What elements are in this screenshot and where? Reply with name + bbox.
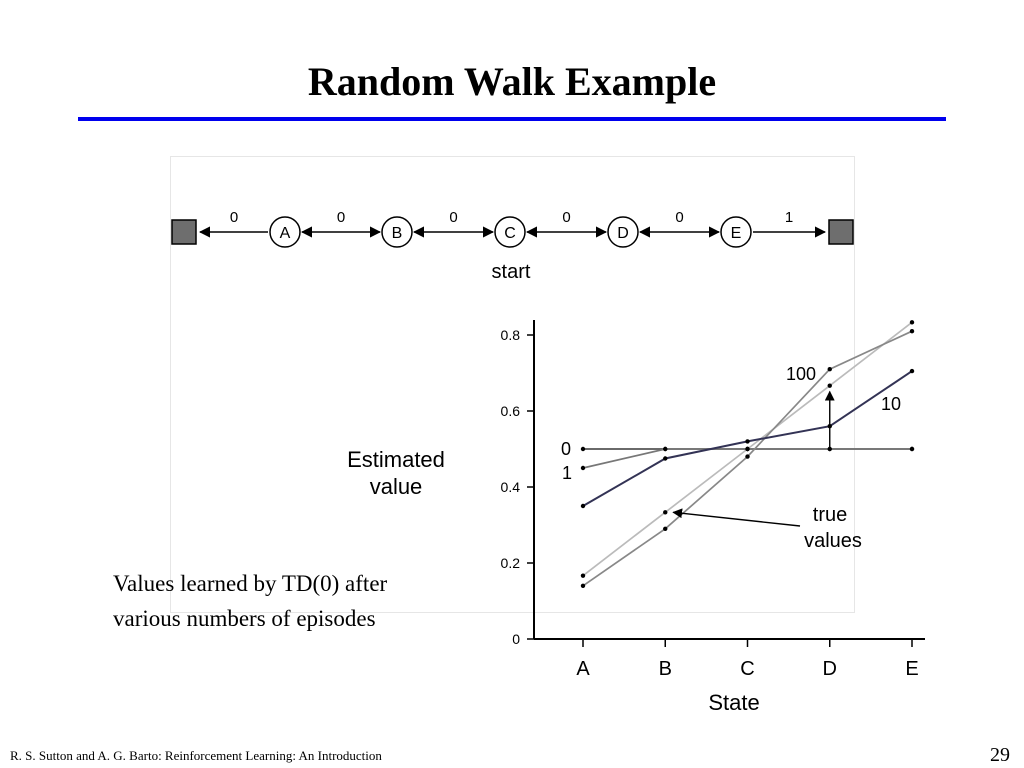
state-node bbox=[720, 216, 752, 248]
reward-label: 1 bbox=[785, 209, 793, 226]
x-axis-label: State bbox=[708, 690, 759, 715]
data-point bbox=[827, 367, 832, 372]
data-point bbox=[663, 526, 668, 531]
data-point bbox=[745, 454, 750, 459]
data-point bbox=[827, 446, 832, 452]
state-node-label: C bbox=[504, 225, 516, 242]
state-node-label: D bbox=[617, 225, 629, 242]
figure-frame bbox=[170, 156, 855, 613]
x-tick-label: E bbox=[905, 658, 918, 680]
x-tick-label: D bbox=[823, 658, 837, 680]
y-axis-label-line1: Estimated bbox=[347, 447, 445, 472]
series-label-0: 0 bbox=[561, 439, 571, 459]
data-point bbox=[580, 446, 586, 452]
y-axis-label-line2: value bbox=[370, 474, 423, 499]
page-number: 29 bbox=[990, 744, 1010, 766]
true-values-label-line1: true bbox=[813, 504, 847, 526]
state-node bbox=[607, 216, 639, 248]
reward-label: 0 bbox=[675, 209, 683, 226]
caption-line-1: Values learned by TD(0) after bbox=[113, 571, 388, 596]
x-tick-label: C bbox=[740, 658, 754, 680]
data-point bbox=[745, 446, 750, 452]
state-node-label: B bbox=[392, 225, 403, 242]
y-tick-label: 0 bbox=[512, 631, 520, 647]
data-point bbox=[827, 383, 832, 388]
random-walk-diagram: 0 0 0 0 0 1 A B C D E bbox=[171, 209, 854, 248]
footer-citation: R. S. Sutton and A. G. Barto: Reinforcem… bbox=[10, 748, 382, 763]
y-tick-label: 0.8 bbox=[501, 327, 521, 343]
y-tick-label: 0.6 bbox=[501, 403, 521, 419]
state-node bbox=[269, 216, 301, 248]
slide-title: Random Walk Example bbox=[307, 59, 717, 104]
reward-label: 0 bbox=[562, 209, 570, 226]
start-label: start bbox=[492, 261, 531, 283]
series-label-1: 1 bbox=[562, 463, 572, 483]
caption: Values learned by TD(0) after various nu… bbox=[113, 566, 493, 636]
data-point bbox=[580, 573, 586, 578]
data-point bbox=[909, 320, 915, 325]
chart: 0 0.2 0.4 0.6 0.8 A B C D E 0 1 10 100 bbox=[501, 320, 925, 680]
series-label-100: 100 bbox=[786, 364, 816, 384]
caption-line-2: various numbers of episodes bbox=[113, 606, 376, 631]
data-point bbox=[663, 446, 668, 452]
reward-label: 0 bbox=[449, 209, 457, 226]
terminal-right bbox=[828, 219, 854, 245]
data-point bbox=[663, 456, 668, 461]
terminal-left bbox=[171, 219, 197, 245]
data-point bbox=[580, 465, 586, 471]
data-point bbox=[745, 439, 750, 444]
data-point bbox=[909, 446, 915, 452]
state-node bbox=[381, 216, 413, 248]
state-node bbox=[494, 216, 526, 248]
x-tick-label: A bbox=[576, 658, 590, 680]
y-tick-label: 0.4 bbox=[501, 479, 521, 495]
reward-label: 0 bbox=[337, 209, 345, 226]
series-label-10: 10 bbox=[881, 394, 901, 414]
state-node-label: E bbox=[731, 225, 742, 242]
data-point bbox=[663, 510, 668, 515]
data-point bbox=[580, 583, 586, 588]
true-values-label-line2: values bbox=[804, 530, 862, 552]
data-point bbox=[580, 503, 586, 509]
series-line bbox=[582, 370, 913, 507]
title-underline bbox=[78, 117, 946, 121]
x-tick-label: B bbox=[659, 658, 672, 680]
reward-label: 0 bbox=[230, 209, 238, 226]
state-node-label: A bbox=[280, 225, 291, 242]
true-values-pointer-left bbox=[672, 508, 801, 527]
data-point bbox=[909, 368, 915, 374]
y-tick-label: 0.2 bbox=[501, 555, 521, 571]
data-point bbox=[909, 329, 915, 334]
